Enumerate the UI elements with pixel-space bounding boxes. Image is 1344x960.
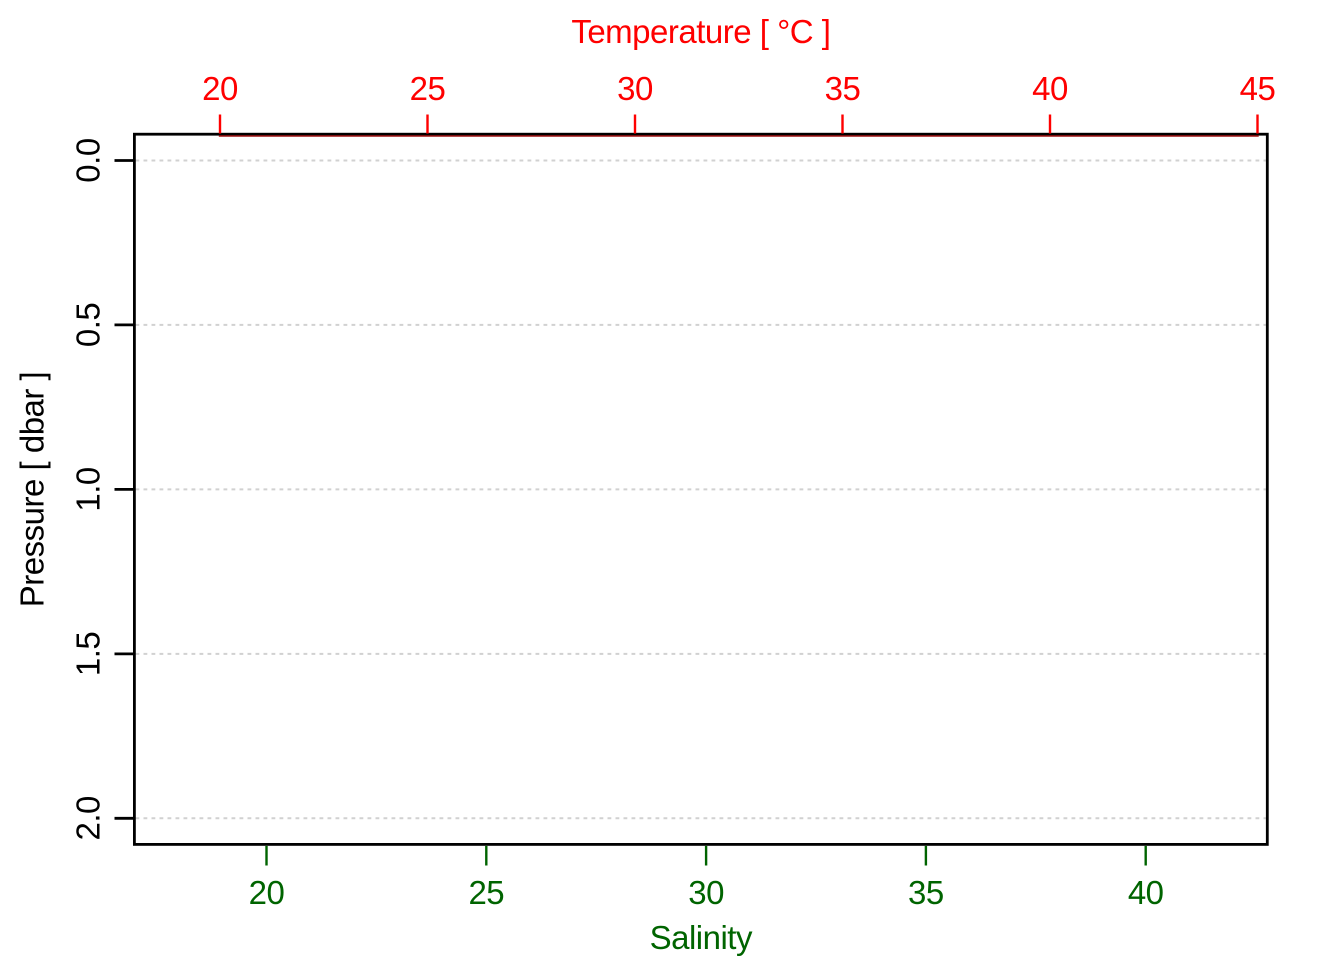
svg-text:2.0: 2.0 [70, 796, 107, 841]
svg-text:1.5: 1.5 [70, 632, 107, 676]
svg-text:Temperature [ °C ]: Temperature [ °C ] [571, 13, 830, 50]
svg-text:1.0: 1.0 [70, 467, 107, 512]
svg-text:Salinity: Salinity [650, 919, 753, 956]
svg-text:35: 35 [825, 70, 861, 107]
svg-text:0.0: 0.0 [70, 138, 107, 183]
svg-text:30: 30 [617, 70, 653, 107]
svg-text:35: 35 [908, 874, 944, 911]
svg-text:0.5: 0.5 [70, 303, 107, 347]
svg-text:25: 25 [410, 70, 446, 107]
svg-text:40: 40 [1128, 874, 1164, 911]
svg-text:20: 20 [202, 70, 238, 107]
svg-text:25: 25 [468, 874, 504, 911]
svg-text:Pressure [ dbar ]: Pressure [ dbar ] [14, 372, 51, 607]
svg-text:20: 20 [249, 874, 285, 911]
svg-text:40: 40 [1032, 70, 1068, 107]
svg-text:30: 30 [688, 874, 724, 911]
svg-text:45: 45 [1240, 70, 1276, 107]
